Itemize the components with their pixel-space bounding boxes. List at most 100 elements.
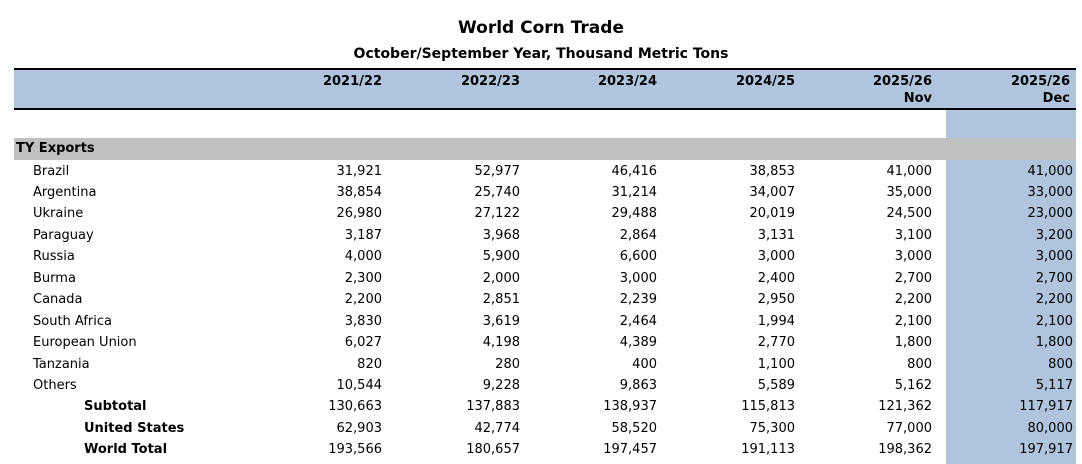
table-cell: 198,362 xyxy=(878,442,932,458)
table-cell: 34,007 xyxy=(749,184,796,200)
table-cell: 9,863 xyxy=(619,378,657,393)
table-cell: 41,000 xyxy=(1027,163,1074,179)
table-cell: 10,544 xyxy=(336,378,383,393)
table-cell: 38,854 xyxy=(336,184,383,200)
row-label: South Africa xyxy=(33,313,112,329)
row-label: Paraguay xyxy=(33,227,94,243)
table-row: United States 62,903 42,774 58,520 75,300 77,… xyxy=(0,418,1082,439)
table-cell: 1,800 xyxy=(1035,335,1073,351)
table-cell: 2,300 xyxy=(344,270,382,286)
table-cell: 46,416 xyxy=(611,163,658,179)
table-cell: 41,000 xyxy=(886,163,933,179)
table-cell: 117,917 xyxy=(1019,399,1073,415)
table-cell: 4,198 xyxy=(482,335,520,351)
table-cell: 31,921 xyxy=(336,163,383,179)
table-row: European Union 6,027 4,198 4,389 2,770 1,800 1… xyxy=(0,332,1082,353)
table-subtitle: October/September Year, Thousand Metric … xyxy=(353,46,729,62)
table-cell: 115,813 xyxy=(741,399,795,415)
table-cell: 1,994 xyxy=(757,313,795,329)
table-row: World Total 193,566 180,657 197,457 191,113 1… xyxy=(0,439,1082,460)
row-label: Brazil xyxy=(33,163,70,179)
table-cell: 280 xyxy=(495,356,520,372)
header-bottom-rule xyxy=(14,108,1076,110)
table-row: Subtotal 130,663 137,883 138,937 115,813 121,… xyxy=(0,396,1082,417)
row-label: United States xyxy=(84,420,185,436)
column-month: Dec xyxy=(1042,91,1070,106)
table-cell: 800 xyxy=(907,356,932,372)
table-cell: 77,000 xyxy=(886,420,933,436)
table-cell: 6,600 xyxy=(619,249,657,265)
current-month-column-highlight xyxy=(946,110,1076,464)
table-cell: 2,200 xyxy=(894,292,932,308)
table-cell: 31,214 xyxy=(611,184,658,200)
table-row: South Africa 3,830 3,619 2,464 1,994 2,100 2,1… xyxy=(0,311,1082,332)
column-header-2025-26-dec: 2025/26 Dec xyxy=(950,73,1070,107)
table-row: Burma 2,300 2,000 3,000 2,400 2,700 2,700 xyxy=(0,268,1082,289)
table-cell: 4,000 xyxy=(344,249,382,265)
row-label: Subtotal xyxy=(84,399,147,415)
table-cell: 9,228 xyxy=(482,378,520,393)
column-header-2023-24: 2023/24 xyxy=(537,73,657,90)
table-cell: 20,019 xyxy=(749,206,796,222)
table-row: Argentina 38,854 25,740 31,214 34,007 35,000 3… xyxy=(0,182,1082,203)
table-cell: 2,239 xyxy=(619,292,657,308)
table-cell: 24,500 xyxy=(886,206,933,222)
table-cell: 130,663 xyxy=(328,399,382,415)
table-cell: 180,657 xyxy=(466,442,520,458)
row-label: Argentina xyxy=(33,184,97,200)
section-band xyxy=(14,138,1076,160)
table-cell: 35,000 xyxy=(886,184,933,200)
table-cell: 3,100 xyxy=(894,227,932,243)
column-header-2025-26-nov: 2025/26 Nov xyxy=(812,73,932,107)
table-row: Brazil 31,921 52,977 46,416 38,853 41,000 41,0… xyxy=(0,161,1082,182)
table-cell: 2,700 xyxy=(1035,270,1073,286)
table-cell: 137,883 xyxy=(466,399,520,415)
table-cell: 3,000 xyxy=(894,249,932,265)
table-cell: 1,800 xyxy=(894,335,932,351)
table-cell: 62,903 xyxy=(336,420,383,436)
table-cell: 2,851 xyxy=(482,292,520,308)
table-cell: 75,300 xyxy=(749,420,796,436)
table-cell: 193,566 xyxy=(328,442,382,458)
table-cell: 400 xyxy=(632,356,657,372)
table-cell: 29,488 xyxy=(611,206,658,222)
table-cell: 3,000 xyxy=(1035,249,1073,265)
table-cell: 2,864 xyxy=(619,227,657,243)
column-header-2024-25: 2024/25 xyxy=(675,73,795,90)
column-year: 2024/25 xyxy=(735,74,795,89)
table-row: Canada 2,200 2,851 2,239 2,950 2,200 2,200 xyxy=(0,289,1082,310)
table-cell: 191,113 xyxy=(741,442,795,458)
table-title: World Corn Trade xyxy=(458,18,624,38)
row-label: Others xyxy=(33,378,77,393)
table-row: Russia 4,000 5,900 6,600 3,000 3,000 3,000 xyxy=(0,246,1082,267)
column-year: 2025/26 xyxy=(1010,74,1070,89)
table-cell: 4,389 xyxy=(619,335,657,351)
table-cell: 2,464 xyxy=(619,313,657,329)
table-cell: 138,937 xyxy=(603,399,657,415)
row-label: Burma xyxy=(33,270,76,286)
table-cell: 3,131 xyxy=(757,227,795,243)
table-cell: 2,770 xyxy=(757,335,795,351)
column-month: Nov xyxy=(903,91,932,106)
table-row: Paraguay 3,187 3,968 2,864 3,131 3,100 3,200 xyxy=(0,225,1082,246)
table-cell: 2,000 xyxy=(482,270,520,286)
column-header-2022-23: 2022/23 xyxy=(400,73,520,90)
table-cell: 3,830 xyxy=(344,313,382,329)
table-row: Tanzania 820 280 400 1,100 800 800 xyxy=(0,354,1082,375)
table-cell: 5,162 xyxy=(894,378,932,393)
table-cell: 3,200 xyxy=(1035,227,1073,243)
table-cell: 3,000 xyxy=(619,270,657,286)
table-cell: 3,619 xyxy=(482,313,520,329)
table-cell: 2,100 xyxy=(894,313,932,329)
table-cell: 80,000 xyxy=(1027,420,1074,436)
table-cell: 197,917 xyxy=(1019,442,1073,458)
table-cell: 2,200 xyxy=(1035,292,1073,308)
table-cell: 5,589 xyxy=(757,378,795,393)
column-year: 2022/23 xyxy=(460,74,520,89)
table-cell: 33,000 xyxy=(1027,184,1074,200)
column-header-band xyxy=(14,70,1076,108)
table-cell: 3,968 xyxy=(482,227,520,243)
table-cell: 5,900 xyxy=(482,249,520,265)
row-label: European Union xyxy=(33,335,137,351)
table-cell: 820 xyxy=(357,356,382,372)
